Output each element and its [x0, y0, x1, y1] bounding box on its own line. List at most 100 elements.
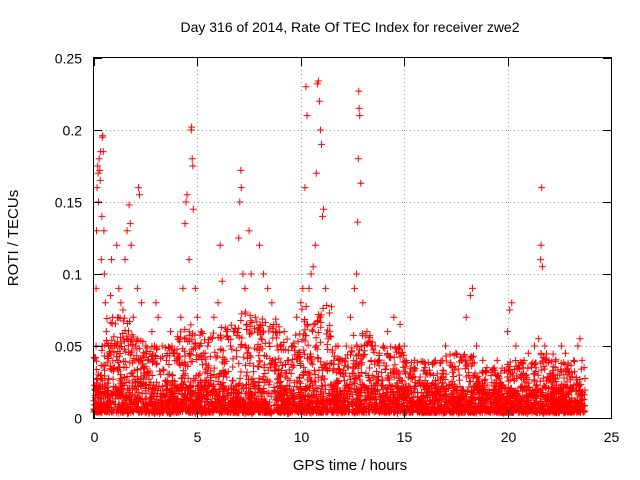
- data-point: [330, 365, 338, 373]
- data-point: [384, 374, 392, 382]
- data-point: [158, 342, 166, 350]
- data-point: [208, 334, 216, 342]
- data-point: [276, 389, 284, 397]
- data-point: [280, 391, 288, 399]
- data-point: [339, 366, 347, 374]
- data-point: [477, 387, 485, 395]
- data-point: [277, 377, 285, 385]
- data-point: [542, 395, 550, 403]
- data-point: [367, 356, 375, 364]
- data-point: [188, 123, 196, 131]
- data-point: [364, 337, 372, 345]
- data-point: [117, 343, 125, 351]
- data-point: [402, 369, 410, 377]
- data-point: [518, 405, 526, 413]
- data-point: [340, 394, 348, 402]
- data-point: [287, 387, 295, 395]
- data-point: [442, 342, 450, 350]
- data-point: [512, 342, 520, 350]
- data-point: [310, 321, 318, 329]
- data-point: [220, 356, 228, 364]
- data-point: [388, 383, 396, 391]
- data-point: [109, 365, 117, 372]
- data-point: [309, 327, 317, 335]
- data-point: [247, 353, 255, 361]
- data-point: [395, 349, 403, 357]
- data-point: [111, 342, 119, 350]
- data-point: [174, 395, 182, 403]
- data-point: [449, 363, 457, 371]
- data-point: [238, 404, 246, 412]
- data-point: [498, 364, 506, 372]
- data-point: [463, 393, 471, 401]
- data-point: [312, 394, 320, 402]
- data-point: [398, 377, 406, 385]
- data-point: [464, 397, 472, 405]
- data-point: [258, 315, 266, 323]
- data-point: [180, 359, 188, 367]
- data-point: [353, 270, 361, 278]
- data-point: [184, 374, 192, 382]
- data-point: [114, 359, 122, 367]
- data-point: [126, 337, 134, 345]
- data-point: [110, 333, 118, 341]
- data-point: [504, 377, 512, 385]
- data-point: [114, 347, 122, 355]
- data-point: [261, 339, 269, 347]
- data-point: [554, 397, 562, 405]
- data-point: [366, 377, 374, 385]
- data-point: [241, 308, 249, 316]
- data-point: [161, 344, 169, 352]
- data-point: [523, 402, 531, 410]
- data-point: [378, 376, 386, 384]
- data-point: [101, 299, 109, 307]
- data-point: [239, 270, 247, 278]
- data-point: [160, 366, 168, 374]
- data-point: [182, 386, 190, 394]
- data-point: [111, 320, 119, 328]
- data-point: [544, 407, 552, 415]
- data-point: [136, 407, 144, 415]
- data-point: [187, 389, 195, 397]
- data-point: [567, 362, 575, 370]
- data-point: [561, 368, 569, 376]
- data-point: [116, 314, 124, 322]
- data-point: [432, 376, 440, 384]
- data-point: [141, 364, 149, 372]
- data-point: [391, 396, 399, 404]
- data-point: [519, 394, 527, 402]
- data-point: [402, 359, 410, 367]
- data-point: [233, 353, 241, 361]
- data-point: [193, 313, 201, 321]
- data-point: [510, 401, 518, 409]
- data-point: [309, 360, 317, 368]
- data-point: [466, 354, 474, 362]
- data-point: [541, 355, 549, 363]
- data-point: [167, 392, 175, 400]
- data-point: [391, 361, 399, 369]
- data-point: [307, 359, 315, 367]
- data-point: [123, 227, 131, 235]
- data-point: [429, 372, 437, 380]
- data-point: [196, 370, 204, 378]
- data-point: [456, 376, 464, 384]
- data-point: [567, 383, 575, 391]
- data-point: [92, 357, 100, 365]
- data-point: [481, 375, 489, 383]
- data-point: [211, 348, 219, 356]
- data-point: [97, 394, 105, 402]
- data-point: [446, 350, 454, 358]
- data-point: [252, 403, 260, 411]
- data-point: [319, 212, 327, 220]
- data-point: [284, 356, 292, 364]
- data-point: [506, 376, 514, 384]
- data-point: [433, 404, 441, 412]
- data-point: [99, 376, 107, 384]
- x-tick-label: 20: [501, 429, 517, 445]
- data-point: [311, 241, 319, 249]
- data-point: [469, 373, 477, 381]
- data-point: [403, 386, 411, 394]
- data-point: [209, 388, 217, 396]
- data-point: [135, 191, 143, 199]
- data-point: [478, 369, 486, 377]
